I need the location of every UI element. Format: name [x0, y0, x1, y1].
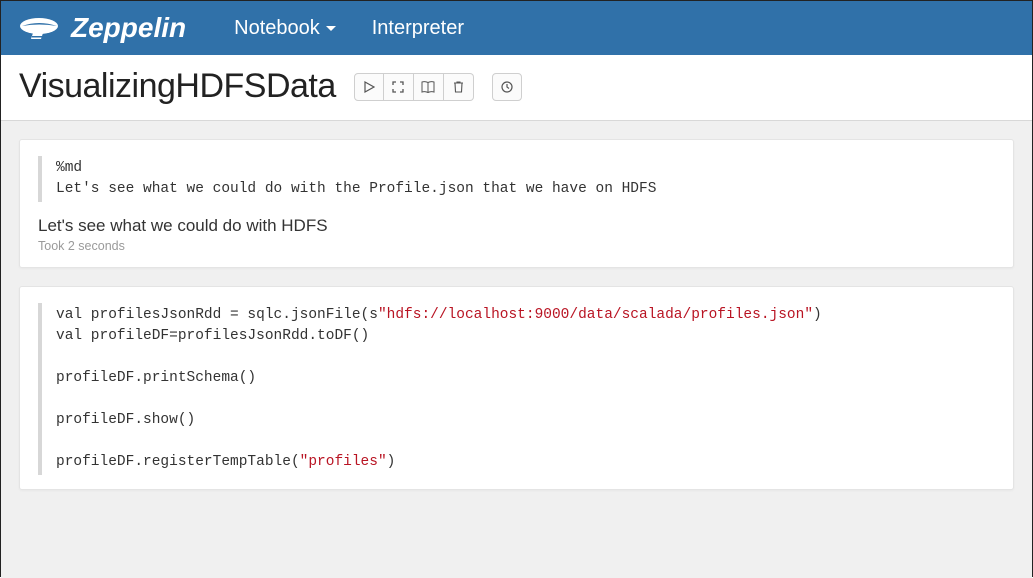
- code-text: profileDF.registerTempTable(: [56, 454, 300, 470]
- navbar: Zeppelin Notebook Interpreter: [1, 1, 1032, 55]
- run-all-button[interactable]: [354, 73, 384, 101]
- paragraph-markdown[interactable]: %md Let's see what we could do with the …: [19, 139, 1014, 268]
- nav-interpreter[interactable]: Interpreter: [354, 17, 482, 40]
- code-string: "hdfs://localhost:9000/data/scalada/prof…: [378, 307, 813, 323]
- caret-down-icon: [326, 26, 336, 31]
- code-string: "profiles": [300, 454, 387, 470]
- notebook-title[interactable]: VisualizingHDFSData: [19, 67, 336, 106]
- expand-button[interactable]: [384, 73, 414, 101]
- nav-notebook[interactable]: Notebook: [216, 17, 354, 40]
- toolbar: [354, 73, 522, 101]
- book-icon: [421, 81, 435, 93]
- clock-icon: [501, 81, 513, 93]
- code-block[interactable]: val profilesJsonRdd = sqlc.jsonFile(s"hd…: [38, 303, 995, 475]
- code-text: profileDF.printSchema(): [56, 370, 256, 386]
- execution-time: Took 2 seconds: [38, 239, 995, 253]
- nav-interpreter-label: Interpreter: [372, 17, 464, 40]
- trash-icon: [453, 81, 464, 93]
- code-text: val profileDF=profilesJsonRdd.toDF(): [56, 328, 369, 344]
- code-text: %md Let's see what we could do with the …: [56, 160, 656, 197]
- code-block[interactable]: %md Let's see what we could do with the …: [38, 156, 995, 202]
- page-header: VisualizingHDFSData: [1, 55, 1032, 121]
- code-text: val profilesJsonRdd = sqlc.jsonFile(s: [56, 307, 378, 323]
- code-text: profileDF.show(): [56, 412, 195, 428]
- brand-logo[interactable]: Zeppelin: [19, 12, 186, 44]
- nav-notebook-label: Notebook: [234, 17, 320, 40]
- content-area: %md Let's see what we could do with the …: [1, 121, 1032, 578]
- toolbar-group-main: [354, 73, 474, 101]
- book-button[interactable]: [414, 73, 444, 101]
- delete-button[interactable]: [444, 73, 474, 101]
- code-text: ): [813, 307, 822, 323]
- code-text: ): [387, 454, 396, 470]
- play-icon: [363, 81, 375, 93]
- result-output: Let's see what we could do with HDFS: [38, 216, 995, 236]
- brand-text: Zeppelin: [71, 12, 186, 44]
- zeppelin-icon: [19, 15, 61, 41]
- expand-icon: [392, 81, 404, 93]
- paragraph-scala[interactable]: val profilesJsonRdd = sqlc.jsonFile(s"hd…: [19, 286, 1014, 490]
- clock-button[interactable]: [492, 73, 522, 101]
